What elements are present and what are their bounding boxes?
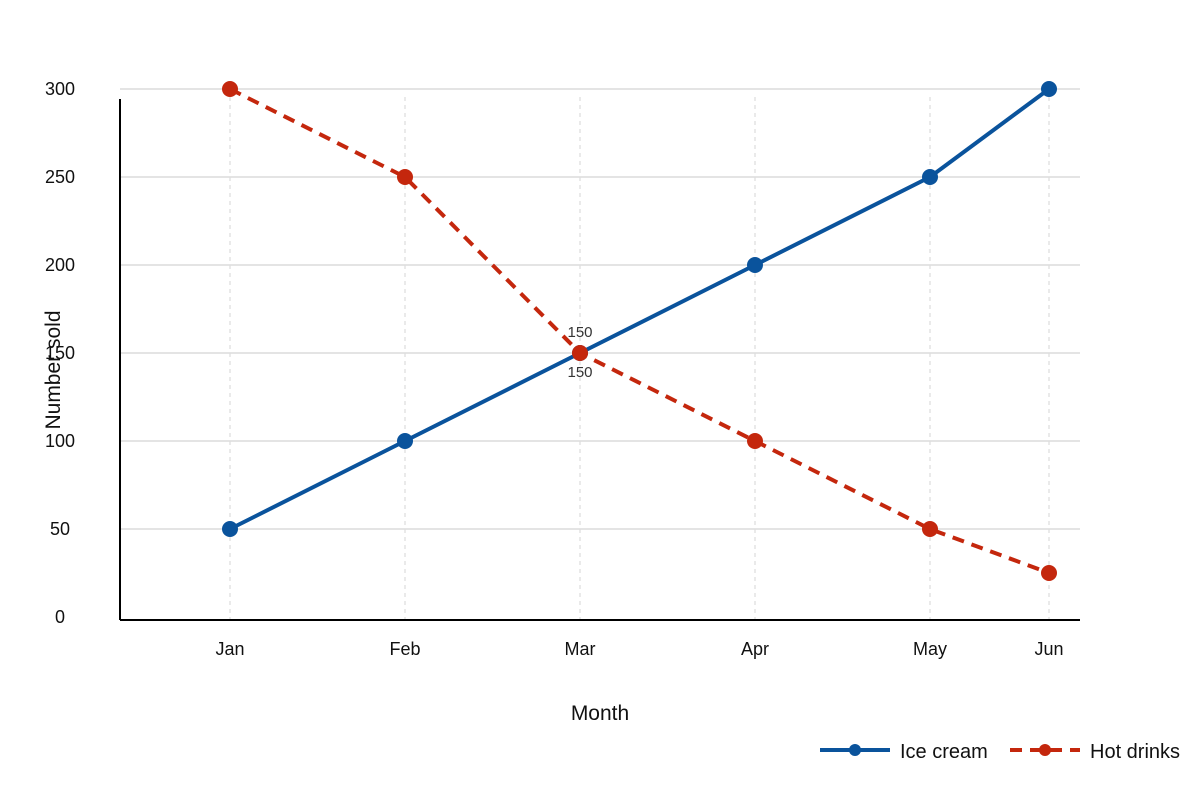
series-lines: [222, 81, 1057, 581]
y-tick-label: 250: [45, 167, 75, 187]
y-tick-label: 100: [45, 431, 75, 451]
legend-label: Ice cream: [900, 741, 988, 763]
series-line: [229, 87, 1050, 575]
grid-lines: [120, 88, 1080, 620]
y-tick-label: 150: [45, 343, 75, 363]
y-axis-title: Number sold: [42, 310, 65, 429]
legend-swatch-marker: [1039, 744, 1051, 756]
data-point: [747, 257, 763, 273]
y-tick-label: 0: [55, 607, 65, 627]
data-label: 150: [567, 364, 592, 381]
x-tick-label: Apr: [741, 639, 769, 659]
data-point: [922, 521, 938, 537]
tick-labels: 0 50 100 150 200 250 300 Jan Feb Mar Apr May Jun: [45, 79, 1064, 659]
data-point: [1041, 81, 1057, 97]
data-labels: 150 150: [567, 324, 592, 381]
series-line: [229, 87, 1051, 531]
data-point: [747, 433, 763, 449]
y-tick-label: 300: [45, 79, 75, 99]
legend-label: Hot drinks: [1090, 741, 1180, 763]
data-point: [1041, 565, 1057, 581]
legend-swatch-marker: [849, 744, 861, 756]
x-tick-label: Jan: [215, 639, 244, 659]
x-tick-label: Mar: [565, 639, 596, 659]
data-point: [572, 345, 588, 361]
data-point: [397, 169, 413, 185]
x-tick-label: Feb: [389, 639, 420, 659]
x-axis-title: Month: [571, 702, 629, 725]
data-point: [222, 521, 238, 537]
data-point: [922, 169, 938, 185]
legend: Ice cream Hot drinks: [820, 741, 1180, 763]
x-tick-label: Jun: [1034, 639, 1063, 659]
y-tick-label: 200: [45, 255, 75, 275]
y-tick-label: 50: [50, 519, 70, 539]
data-point: [222, 81, 238, 97]
data-point: [397, 433, 413, 449]
x-tick-label: May: [913, 639, 947, 659]
data-label: 150: [567, 324, 592, 341]
axes: [119, 99, 1080, 621]
